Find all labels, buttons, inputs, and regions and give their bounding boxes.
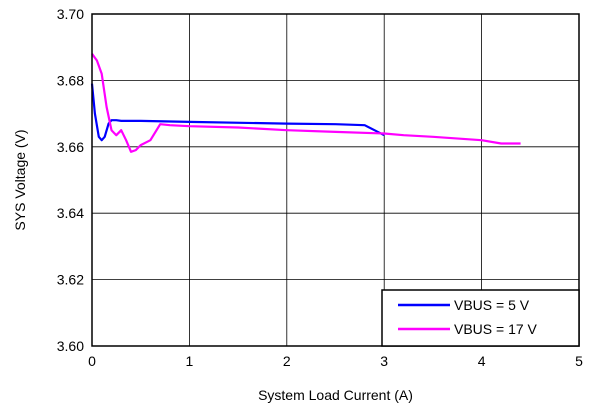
x-tick-label: 3	[380, 353, 388, 369]
tick-labels: 0 1 2 3 4 5 3.60 3.62 3.64 3.66 3.68 3.70	[57, 6, 583, 369]
y-tick-label: 3.66	[57, 139, 84, 155]
y-tick-label: 3.62	[57, 272, 84, 288]
x-axis-label: System Load Current (A)	[258, 387, 413, 403]
x-tick-label: 0	[88, 353, 96, 369]
y-tick-label: 3.64	[57, 205, 84, 221]
series-line-0	[90, 83, 385, 142]
grid-lines	[92, 14, 579, 346]
x-tick-label: 1	[186, 353, 194, 369]
y-tick-label: 3.60	[57, 338, 84, 354]
legend-label-vbus-5v: VBUS = 5 V	[454, 297, 530, 313]
series-layer	[90, 53, 521, 153]
x-tick-label: 5	[575, 353, 583, 369]
y-tick-label: 3.68	[57, 72, 84, 88]
legend: VBUS = 5 V VBUS = 17 V	[381, 289, 580, 347]
y-tick-label: 3.70	[57, 6, 84, 22]
series-line-1	[91, 53, 521, 153]
legend-box	[381, 289, 580, 347]
y-axis-label: SYS Voltage (V)	[12, 129, 28, 230]
legend-label-vbus-17v: VBUS = 17 V	[454, 321, 538, 337]
plot-frame	[91, 13, 580, 347]
x-tick-label: 2	[283, 353, 291, 369]
x-tick-label: 4	[478, 353, 486, 369]
